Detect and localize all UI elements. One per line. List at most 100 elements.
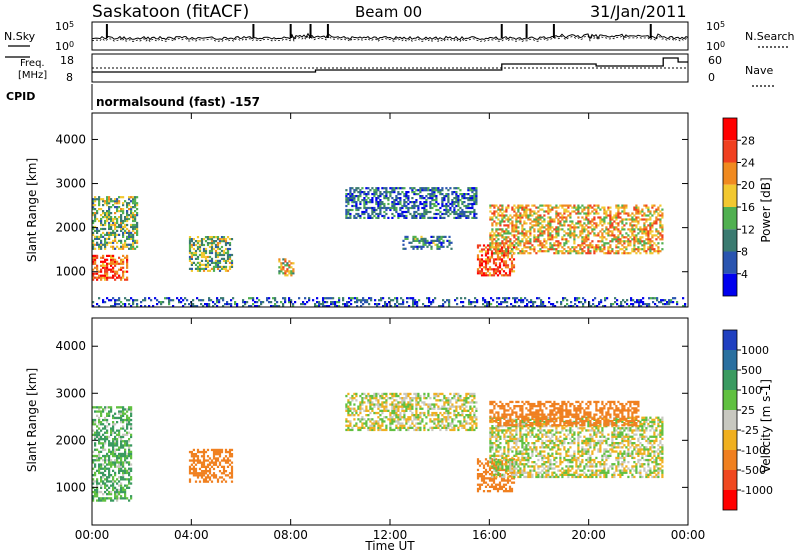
velocity-cell	[195, 459, 197, 461]
power-cell	[579, 224, 581, 226]
power-cell	[345, 217, 347, 219]
power-cell	[330, 297, 332, 299]
power-cell	[424, 238, 426, 240]
power-cell	[399, 187, 401, 189]
power-cell	[94, 198, 96, 200]
velocity-cell	[451, 427, 453, 429]
power-cell	[211, 246, 213, 248]
velocity-cell	[94, 463, 96, 465]
velocity-cell	[120, 491, 122, 493]
power-cell	[563, 238, 565, 240]
power-cell	[649, 226, 651, 228]
power-cell	[393, 191, 395, 193]
power-cell	[104, 259, 106, 261]
power-cell	[629, 252, 631, 254]
velocity-cell	[437, 414, 439, 416]
velocity-cell	[359, 427, 361, 429]
power-cell	[114, 236, 116, 238]
power-cell	[414, 246, 416, 248]
power-cell	[515, 207, 517, 209]
power-cell	[112, 267, 114, 269]
power-cell	[473, 215, 475, 217]
velocity-cell	[369, 401, 371, 403]
power-cell	[130, 234, 132, 236]
power-cell	[519, 222, 521, 224]
power-cell	[231, 264, 233, 266]
velocity-cell	[389, 414, 391, 416]
velocity-cell	[389, 393, 391, 395]
power-cell	[435, 197, 437, 199]
velocity-cell	[96, 457, 98, 459]
power-cell	[457, 205, 459, 207]
power-cell	[112, 248, 114, 250]
velocity-cell	[110, 485, 112, 487]
power-cell	[513, 244, 515, 246]
power-cell	[397, 191, 399, 193]
velocity-cell	[104, 487, 106, 489]
power-cell	[601, 220, 603, 222]
power-cell	[629, 230, 631, 232]
power-cell	[533, 210, 535, 212]
power-cell	[621, 248, 623, 250]
velocity-cell	[491, 442, 493, 444]
power-cell	[676, 301, 678, 303]
power-cell	[219, 270, 221, 272]
power-cell	[553, 248, 555, 250]
power-cell	[489, 238, 491, 240]
power-cell	[225, 268, 227, 270]
power-cell	[415, 201, 417, 203]
power-cell	[527, 209, 529, 211]
power-cell	[498, 297, 500, 299]
velocity-cell	[197, 462, 199, 464]
power-cell	[441, 203, 443, 205]
power-cell	[656, 299, 658, 301]
power-cell	[579, 222, 581, 224]
power-cell	[132, 303, 134, 305]
velocity-cell	[349, 422, 351, 424]
power-cell	[595, 212, 597, 214]
power-cell	[573, 248, 575, 250]
power-cell	[215, 262, 217, 264]
velocity-cell	[433, 393, 435, 395]
power-cell	[226, 303, 228, 305]
power-cell	[96, 269, 98, 271]
power-cell	[523, 220, 525, 222]
power-cell	[513, 240, 515, 242]
velocity-cell	[120, 482, 122, 484]
power-cell	[523, 214, 525, 216]
power-cell	[399, 213, 401, 215]
velocity-cell	[395, 416, 397, 418]
velocity-cell	[219, 464, 221, 466]
power-cell	[430, 248, 432, 250]
velocity-cell	[114, 413, 116, 415]
velocity-cell	[110, 493, 112, 495]
power-cell	[499, 252, 501, 254]
velocity-cell	[377, 412, 379, 414]
velocity-cell	[389, 429, 391, 431]
velocity-cell	[100, 423, 102, 425]
velocity-cell	[399, 414, 401, 416]
power-cell	[122, 303, 124, 305]
velocity-cell	[411, 420, 413, 422]
power-cell	[535, 220, 537, 222]
velocity-cell	[122, 453, 124, 455]
power-cell	[189, 256, 191, 258]
power-cell	[367, 215, 369, 217]
power-cell	[441, 201, 443, 203]
velocity-cell	[203, 451, 205, 453]
velocity-cell	[473, 393, 475, 395]
power-cell	[290, 270, 292, 272]
power-cell	[535, 252, 537, 254]
power-cell	[378, 303, 380, 305]
power-cell	[495, 205, 497, 207]
velocity-cell	[104, 461, 106, 463]
power-cell	[134, 240, 136, 242]
power-cell	[403, 195, 405, 197]
power-cell	[350, 299, 352, 301]
power-cell	[383, 191, 385, 193]
power-cell	[112, 222, 114, 224]
power-cell	[414, 301, 416, 303]
power-cell	[359, 201, 361, 203]
velocity-cell	[429, 420, 431, 422]
velocity-cell	[395, 427, 397, 429]
